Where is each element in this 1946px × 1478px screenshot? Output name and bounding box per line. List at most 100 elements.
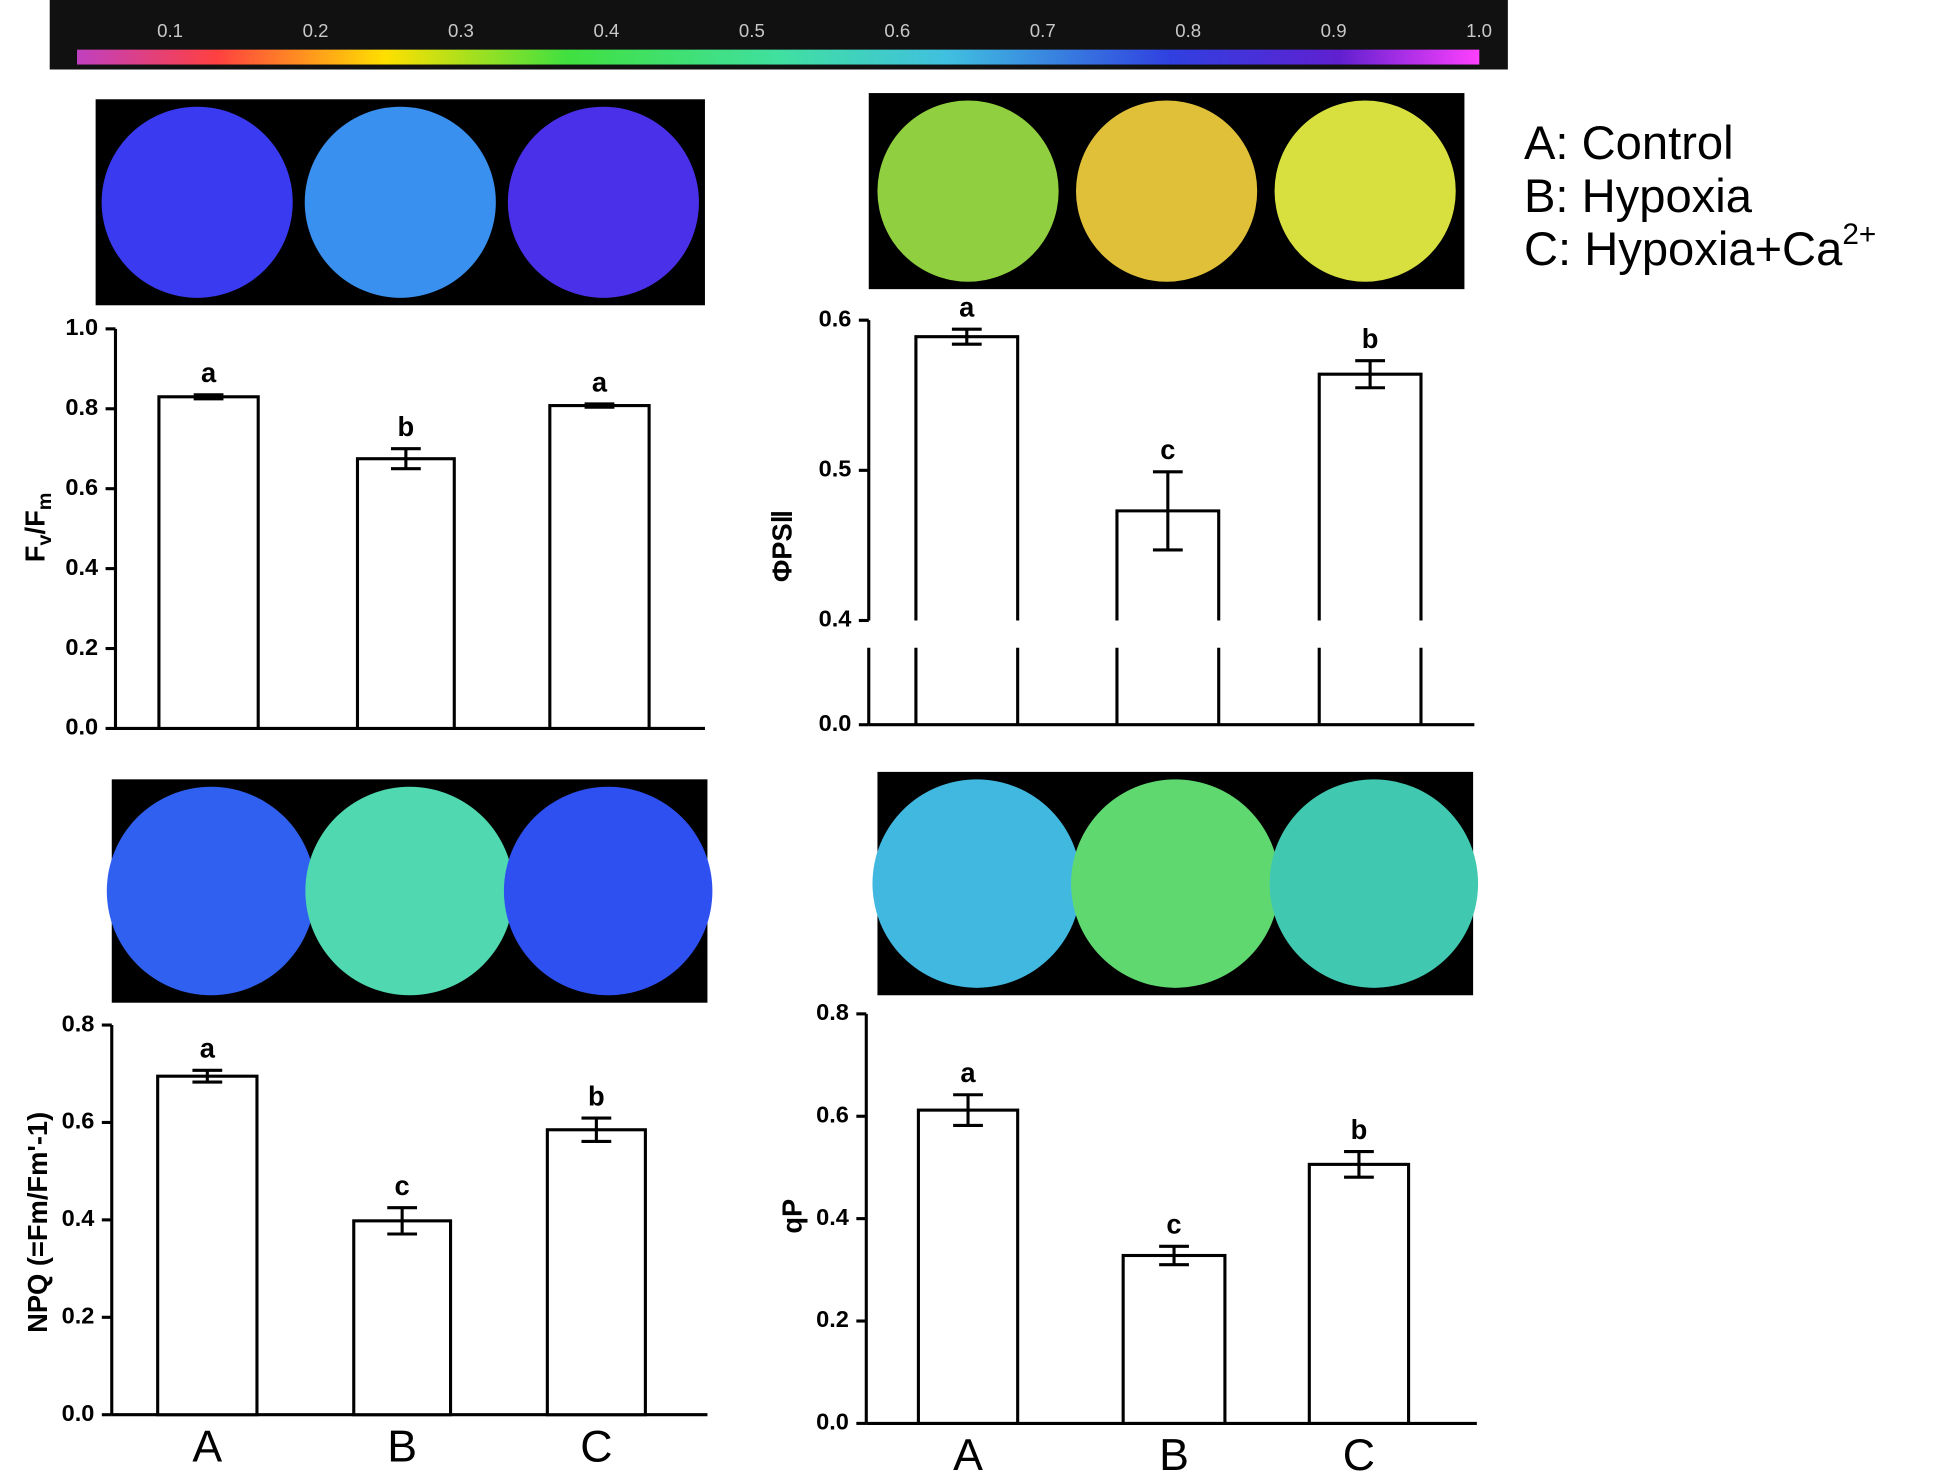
y-tick-label: 1.0 [65,314,98,340]
bar-stub [1115,647,1221,725]
leaf-disc [507,106,699,298]
error-bar [193,393,224,401]
error-bar [953,1093,983,1128]
error-bar [1355,359,1386,390]
y-tick-label: 0.8 [816,999,849,1025]
x-tick-label: B [1159,1431,1189,1478]
colorbar-tick-label: 0.6 [884,20,910,41]
y-axis-label: Fv/Fm [20,493,57,563]
y-tick-label: 0.0 [65,714,98,740]
bar-stub [914,647,1020,725]
x-tick-label: B [387,1422,417,1471]
significance-label: b [1351,1114,1368,1145]
y-label-part: v [34,535,56,546]
y-tick-label: 0.2 [65,634,98,660]
bar [355,457,456,731]
bar [916,1108,1020,1425]
bar [1121,1253,1227,1425]
bar [1317,372,1423,621]
y-tick-label: 0.8 [65,394,98,420]
colorbar-tick-label: 0.5 [739,20,765,41]
y-tick-label: 0.2 [62,1303,95,1329]
error-bar [584,402,615,409]
y-tick-label: 0.0 [819,710,852,736]
y-tick-label: 0.4 [65,554,98,580]
colorbar-tick-label: 0.7 [1030,20,1056,41]
leaf-disc [1269,779,1479,988]
leaf-disc [101,106,293,298]
y-tick-label: 0.6 [65,474,98,500]
y-tick-label: 0.4 [819,606,852,632]
error-bar [390,447,421,471]
error-bar [1159,1244,1189,1267]
significance-label: b [1362,323,1379,354]
significance-label: c [1160,434,1175,465]
leaf-disc [1076,100,1258,282]
error-bar [1344,1150,1374,1179]
leaf-disc [304,106,496,298]
y-tick-label: 0.6 [816,1101,849,1127]
bar [914,335,1020,621]
colorbar-tick-label: 0.2 [303,20,329,41]
legend-entry: C: Hypoxia+Ca2+ [1524,218,1876,276]
significance-label: b [588,1080,605,1111]
x-tick-label: A [953,1431,983,1478]
significance-label: c [395,1170,410,1201]
y-tick-label: 0.4 [816,1204,849,1230]
significance-label: a [960,1057,976,1088]
significance-label: a [201,357,217,388]
colorbar-tick-label: 0.8 [1175,20,1201,41]
leaf-disc [877,100,1059,282]
bar [1307,1162,1411,1425]
bar [548,404,651,731]
y-tick-label: 0.4 [62,1205,95,1231]
bar-stub [1317,647,1423,725]
legend-entry: B: Hypoxia [1524,169,1753,222]
bar [156,1074,259,1417]
colorbar-tick-label: 0.3 [448,20,474,41]
significance-label: a [200,1033,216,1064]
colorbar-tick-label: 0.9 [1321,20,1347,41]
y-tick-label: 0.6 [819,305,852,331]
leaf-disc [503,786,713,996]
bar [545,1128,647,1417]
y-tick-label: 0.0 [816,1409,849,1435]
significance-label: b [398,411,415,442]
colorbar-tick-label: 0.4 [593,20,619,41]
y-tick-label: 0.5 [819,456,852,482]
x-tick-label: C [1343,1431,1375,1478]
colorbar-tick-label: 1.0 [1466,20,1492,41]
plots: 0.1 0.2 0.3 0.4 0.5 0.6 0.7 0.8 0.9 1.0 A: Control… [20,20,1877,1478]
leaf-disc [305,786,514,996]
error-bar [951,327,982,346]
leaf-disc [106,786,316,996]
y-label-part: ΦPSⅡ [767,510,798,582]
colorbar-tick-label: 0.1 [157,20,183,41]
leaf-disc [872,779,1081,988]
x-tick-label: C [580,1422,612,1471]
y-axis-label: ΦPSⅡ [767,510,798,582]
y-label-part: /F [20,510,51,534]
y-label-part: NPQ (=Fm/Fm'-1) [22,1112,53,1333]
y-tick-label: 0.8 [62,1010,95,1036]
error-bar [1152,470,1183,552]
y-axis-label: NPQ (=Fm/Fm'-1) [22,1112,53,1333]
error-bar [387,1206,418,1236]
error-bar [581,1116,612,1144]
significance-label: a [592,366,608,397]
y-label-part: F [20,546,51,563]
bar [157,395,260,731]
leaf-disc [1071,779,1280,988]
error-bar [192,1068,223,1084]
leaf-disc [1274,100,1456,282]
legend-entry: A: Control [1524,116,1734,169]
y-tick-label: 0.0 [62,1400,95,1426]
bar [352,1219,453,1417]
x-tick-label: A [192,1422,222,1471]
colorbar [77,49,1480,65]
y-label-part: m [34,493,56,511]
legend-superscript: 2+ [1842,218,1876,251]
legend-text: C: Hypoxia+Ca [1524,223,1843,276]
